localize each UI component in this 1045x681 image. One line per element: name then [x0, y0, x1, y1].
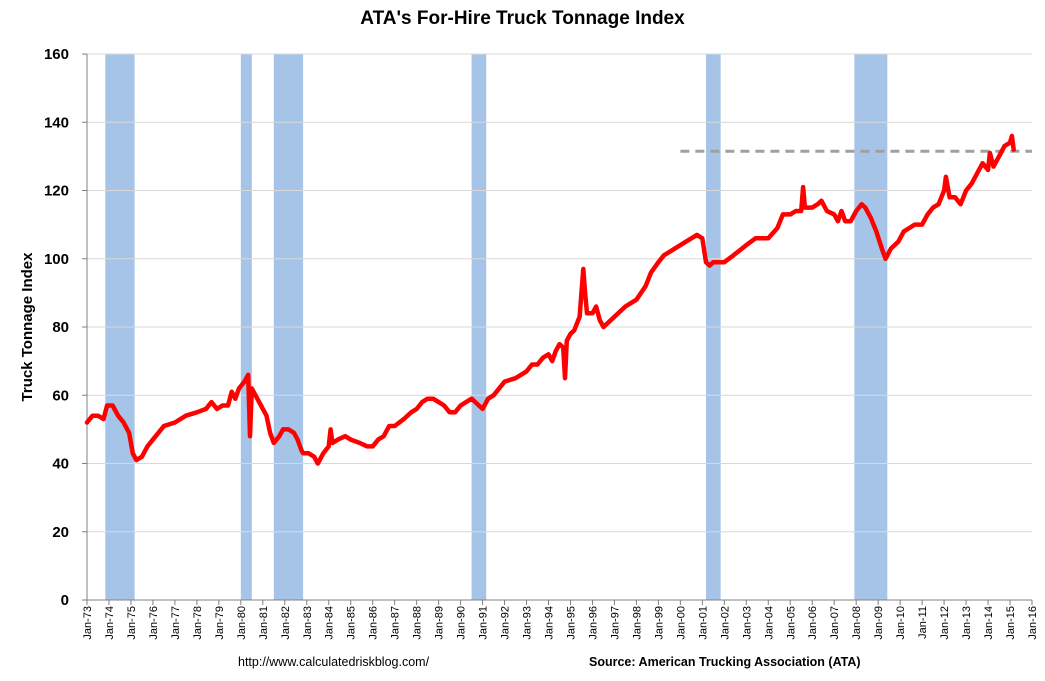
x-tick-label: Jan-90 — [456, 606, 468, 640]
x-tick-label: Jan-03 — [741, 606, 753, 640]
y-tick-label: 80 — [52, 319, 69, 336]
x-tick-label: Jan-12 — [939, 606, 951, 640]
x-tick-label: Jan-95 — [565, 606, 577, 640]
footer-url: http://www.calculatedriskblog.com/ — [238, 655, 430, 669]
x-tick-label: Jan-93 — [522, 606, 534, 640]
x-tick-label: Jan-14 — [983, 606, 995, 640]
x-tick-label: Jan-11 — [917, 606, 929, 639]
x-tick-label: Jan-13 — [961, 606, 973, 640]
x-tick-label: Jan-09 — [873, 606, 885, 640]
x-tick-label: Jan-16 — [1027, 606, 1039, 640]
footer-source: Source: American Trucking Association (A… — [589, 655, 861, 669]
x-tick-label: Jan-82 — [280, 606, 292, 640]
y-tick-label: 40 — [52, 456, 69, 473]
x-tick-label: Jan-85 — [346, 606, 358, 640]
x-tick-label: Jan-07 — [829, 606, 841, 640]
x-tick-label: Jan-97 — [609, 606, 621, 640]
x-tick-label: Jan-15 — [1005, 606, 1017, 640]
x-tick-label: Jan-10 — [895, 606, 907, 640]
x-tick-label: Jan-08 — [851, 606, 863, 640]
x-tick-label: Jan-06 — [807, 606, 819, 640]
x-tick-label: Jan-84 — [324, 606, 336, 640]
x-tick-label: Jan-78 — [192, 606, 204, 640]
chart-title: ATA's For-Hire Truck Tonnage Index — [360, 8, 685, 29]
x-tick-label: Jan-79 — [214, 606, 226, 640]
x-tick-label: Jan-91 — [478, 606, 490, 640]
x-tick-label: Jan-88 — [412, 606, 424, 640]
x-tick-label: Jan-81 — [258, 606, 270, 640]
y-tick-label: 60 — [52, 387, 69, 404]
x-tick-label: Jan-05 — [785, 606, 797, 640]
x-tick-label: Jan-00 — [675, 606, 687, 640]
y-tick-label: 20 — [52, 524, 69, 541]
axes — [82, 53, 1033, 605]
x-tick-label: Jan-73 — [82, 606, 94, 640]
x-tick-label: Jan-83 — [302, 606, 314, 640]
x-tick-label: Jan-92 — [500, 606, 512, 640]
series-line — [84, 133, 1016, 466]
x-tick-label: Jan-75 — [126, 606, 138, 640]
y-axis-label: Truck Tonnage Index — [19, 252, 36, 402]
x-tick-label: Jan-99 — [653, 606, 665, 640]
y-tick-label: 140 — [44, 114, 69, 131]
x-tick-label: Jan-89 — [434, 606, 446, 640]
series-lines — [84, 133, 1016, 466]
x-tick-label: Jan-76 — [148, 606, 160, 640]
x-tick-label: Jan-77 — [170, 606, 182, 640]
y-tick-label: 120 — [44, 183, 69, 200]
y-tick-label: 0 — [61, 592, 69, 609]
x-tick-label: Jan-02 — [719, 606, 731, 640]
x-tick-label: Jan-96 — [587, 606, 599, 640]
y-tick-labels: 0 20 40 60 80 100 120 140 160 — [44, 46, 69, 609]
x-tick-label: Jan-87 — [390, 606, 402, 640]
x-tick-label: Jan-01 — [697, 606, 709, 640]
x-tick-label: Jan-74 — [104, 606, 116, 640]
x-tick-label: Jan-98 — [631, 606, 643, 640]
x-tick-labels: Jan-73 Jan-74 Jan-75 Jan-76 Jan-77 Jan-78 Jan-… — [82, 606, 1039, 640]
x-tick-label: Jan-86 — [368, 606, 380, 640]
y-tick-label: 100 — [44, 251, 69, 268]
gridlines — [87, 53, 1032, 601]
x-tick-label: Jan-04 — [763, 606, 775, 640]
x-tick-label: Jan-94 — [544, 606, 556, 640]
x-tick-label: Jan-80 — [236, 606, 248, 640]
y-tick-label: 160 — [44, 46, 69, 63]
